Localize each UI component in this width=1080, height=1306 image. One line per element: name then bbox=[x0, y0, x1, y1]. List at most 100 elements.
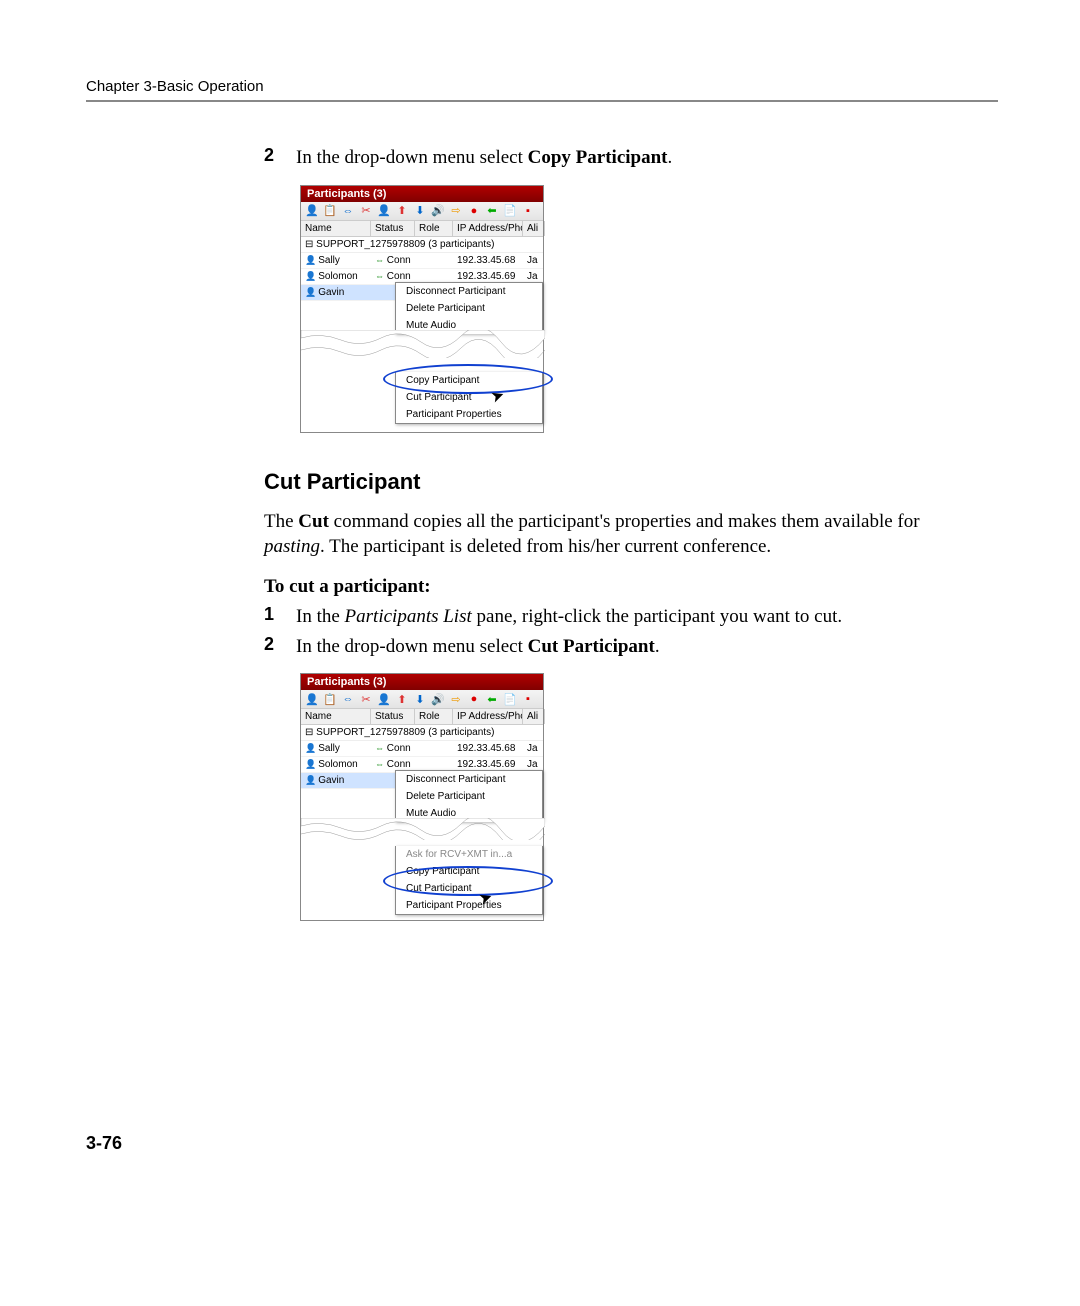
italic-term: pasting bbox=[264, 536, 320, 557]
text: . The participant is deleted from his/he… bbox=[320, 536, 771, 557]
p-name: Sally bbox=[301, 741, 371, 756]
mi-disconnect[interactable]: Disconnect Participant bbox=[396, 283, 542, 300]
tb-icon-user-red[interactable]: 👤 bbox=[377, 692, 391, 706]
tb-icon-add-participant[interactable]: 👤 bbox=[305, 204, 319, 218]
toolbar: 👤 📋 ⇔ ✂ 👤 ⬆ ⬇ 🔊 ⇨ ● ⬅ 📄 ▪ bbox=[301, 690, 543, 709]
tb-icon-link[interactable]: ⇔ bbox=[341, 692, 355, 706]
mi-copy[interactable]: Copy Participant bbox=[396, 372, 542, 389]
panel-title: Participants (3) bbox=[301, 186, 543, 202]
p-alias: Ja bbox=[523, 741, 545, 756]
context-menu-bottom: Copy Participant Cut Participant Partici… bbox=[395, 372, 543, 424]
participants-panel: Participants (3) 👤 📋 ⇔ ✂ 👤 ⬆ ⬇ 🔊 ⇨ ● ⬅ 📄… bbox=[300, 673, 544, 921]
col-alias[interactable]: Ali bbox=[523, 709, 545, 724]
p-name: Sally bbox=[301, 253, 371, 268]
panel-title: Participants (3) bbox=[301, 674, 543, 690]
tb-icon-left[interactable]: ⬅ bbox=[485, 692, 499, 706]
screenshot-cut: Participants (3) 👤 📋 ⇔ ✂ 👤 ⬆ ⬇ 🔊 ⇨ ● ⬅ 📄… bbox=[300, 673, 984, 921]
tb-icon-page[interactable]: 📄 bbox=[503, 692, 517, 706]
bold-term: Copy Participant bbox=[528, 147, 668, 168]
procedure-subhead: To cut a participant: bbox=[264, 576, 984, 598]
torn-edge-icon bbox=[301, 330, 545, 358]
p-role bbox=[415, 253, 453, 268]
column-headers: Name Status Role IP Address/Pho Ali bbox=[301, 709, 543, 725]
tb-icon-left[interactable]: ⬅ bbox=[485, 204, 499, 218]
step-number: 1 bbox=[264, 604, 296, 630]
tb-icon-paste[interactable]: 📋 bbox=[323, 692, 337, 706]
mi-copy[interactable]: Copy Participant bbox=[396, 863, 542, 880]
step-2-cut: 2 In the drop-down menu select Cut Parti… bbox=[264, 634, 984, 660]
step-1-cut: 1 In the Participants List pane, right-c… bbox=[264, 604, 984, 630]
p-ip: 192.33.45.68 bbox=[453, 741, 523, 756]
toolbar: 👤 📋 ⇔ ✂ 👤 ⬆ ⬇ 🔊 ⇨ ● ⬅ 📄 ▪ bbox=[301, 202, 543, 221]
step-number: 2 bbox=[264, 145, 296, 171]
p-name: Gavin bbox=[301, 773, 371, 788]
tb-icon-cut[interactable]: ✂ bbox=[359, 692, 373, 706]
tb-icon-down[interactable]: ⬇ bbox=[413, 692, 427, 706]
italic-term: Participants List bbox=[345, 606, 472, 627]
p-status: ⇔ Conn bbox=[371, 253, 415, 268]
step-text: In the drop-down menu select Cut Partici… bbox=[296, 634, 660, 660]
text: . bbox=[655, 636, 660, 657]
col-role[interactable]: Role bbox=[415, 221, 453, 236]
group-row[interactable]: ⊟ SUPPORT_1275978809 (3 participants) bbox=[301, 237, 543, 253]
col-status[interactable]: Status bbox=[371, 709, 415, 724]
text: In the bbox=[296, 606, 345, 627]
bold-term: Cut Participant bbox=[528, 636, 655, 657]
tb-icon-paste[interactable]: 📋 bbox=[323, 204, 337, 218]
p-alias: Ja bbox=[523, 253, 545, 268]
torn-edge-icon bbox=[301, 818, 545, 840]
participant-row[interactable]: Sally ⇔ Conn 192.33.45.68 Ja bbox=[301, 253, 543, 269]
text: pane, right-click the participant you wa… bbox=[472, 606, 842, 627]
tb-icon-up[interactable]: ⬆ bbox=[395, 204, 409, 218]
p-status: ⇔ Conn bbox=[371, 741, 415, 756]
p-name: Gavin bbox=[301, 285, 371, 300]
tb-icon-page[interactable]: 📄 bbox=[503, 204, 517, 218]
tb-icon-rec[interactable]: ● bbox=[467, 204, 481, 218]
tb-icon-speaker[interactable]: 🔊 bbox=[431, 692, 445, 706]
mi-cut[interactable]: Cut Participant bbox=[396, 880, 542, 897]
mi-props[interactable]: Participant Properties bbox=[396, 406, 542, 423]
mi-cut[interactable]: Cut Participant bbox=[396, 389, 542, 406]
tb-icon-up[interactable]: ⬆ bbox=[395, 692, 409, 706]
tb-icon-right[interactable]: ⇨ bbox=[449, 204, 463, 218]
mi-disconnect[interactable]: Disconnect Participant bbox=[396, 771, 542, 788]
mi-delete[interactable]: Delete Participant bbox=[396, 300, 542, 317]
screenshot-copy: Participants (3) 👤 📋 ⇔ ✂ 👤 ⬆ ⬇ 🔊 ⇨ ● ⬅ 📄… bbox=[300, 185, 984, 433]
col-status[interactable]: Status bbox=[371, 221, 415, 236]
mi-delete[interactable]: Delete Participant bbox=[396, 788, 542, 805]
tb-icon-link[interactable]: ⇔ bbox=[341, 204, 355, 218]
tb-icon-speaker[interactable]: 🔊 bbox=[431, 204, 445, 218]
group-row[interactable]: ⊟ SUPPORT_1275978809 (3 participants) bbox=[301, 725, 543, 741]
step-2-copy: 2 In the drop-down menu select Copy Part… bbox=[264, 145, 984, 171]
tb-icon-user-red[interactable]: 👤 bbox=[377, 204, 391, 218]
text: The bbox=[264, 511, 298, 532]
mi-ask[interactable]: Ask for RCV+XMT in...a bbox=[396, 846, 542, 863]
tb-icon-stop[interactable]: ▪ bbox=[521, 204, 535, 218]
page-header: Chapter 3-Basic Operation bbox=[86, 78, 264, 95]
tb-icon-down[interactable]: ⬇ bbox=[413, 204, 427, 218]
tb-icon-rec[interactable]: ● bbox=[467, 692, 481, 706]
tb-icon-cut[interactable]: ✂ bbox=[359, 204, 373, 218]
step-number: 2 bbox=[264, 634, 296, 660]
col-name[interactable]: Name bbox=[301, 221, 371, 236]
col-role[interactable]: Role bbox=[415, 709, 453, 724]
mi-props[interactable]: Participant Properties bbox=[396, 897, 542, 914]
col-ip[interactable]: IP Address/Pho bbox=[453, 221, 523, 236]
p-ip: 192.33.45.68 bbox=[453, 253, 523, 268]
tb-icon-right[interactable]: ⇨ bbox=[449, 692, 463, 706]
participants-panel: Participants (3) 👤 📋 ⇔ ✂ 👤 ⬆ ⬇ 🔊 ⇨ ● ⬅ 📄… bbox=[300, 185, 544, 433]
text: In the drop-down menu select bbox=[296, 636, 528, 657]
page-number: 3-76 bbox=[86, 1133, 122, 1154]
participant-row[interactable]: Sally ⇔ Conn 192.33.45.68 Ja bbox=[301, 741, 543, 757]
col-name[interactable]: Name bbox=[301, 709, 371, 724]
col-ip[interactable]: IP Address/Pho bbox=[453, 709, 523, 724]
col-alias[interactable]: Ali bbox=[523, 221, 545, 236]
p-name: Solomon bbox=[301, 757, 371, 772]
tb-icon-stop[interactable]: ▪ bbox=[521, 692, 535, 706]
header-rule bbox=[86, 100, 998, 102]
section-description: The Cut command copies all the participa… bbox=[264, 509, 984, 560]
main-content: 2 In the drop-down menu select Copy Part… bbox=[264, 145, 984, 957]
tb-icon-add-participant[interactable]: 👤 bbox=[305, 692, 319, 706]
step-text: In the drop-down menu select Copy Partic… bbox=[296, 145, 672, 171]
bold-term: Cut bbox=[298, 511, 329, 532]
